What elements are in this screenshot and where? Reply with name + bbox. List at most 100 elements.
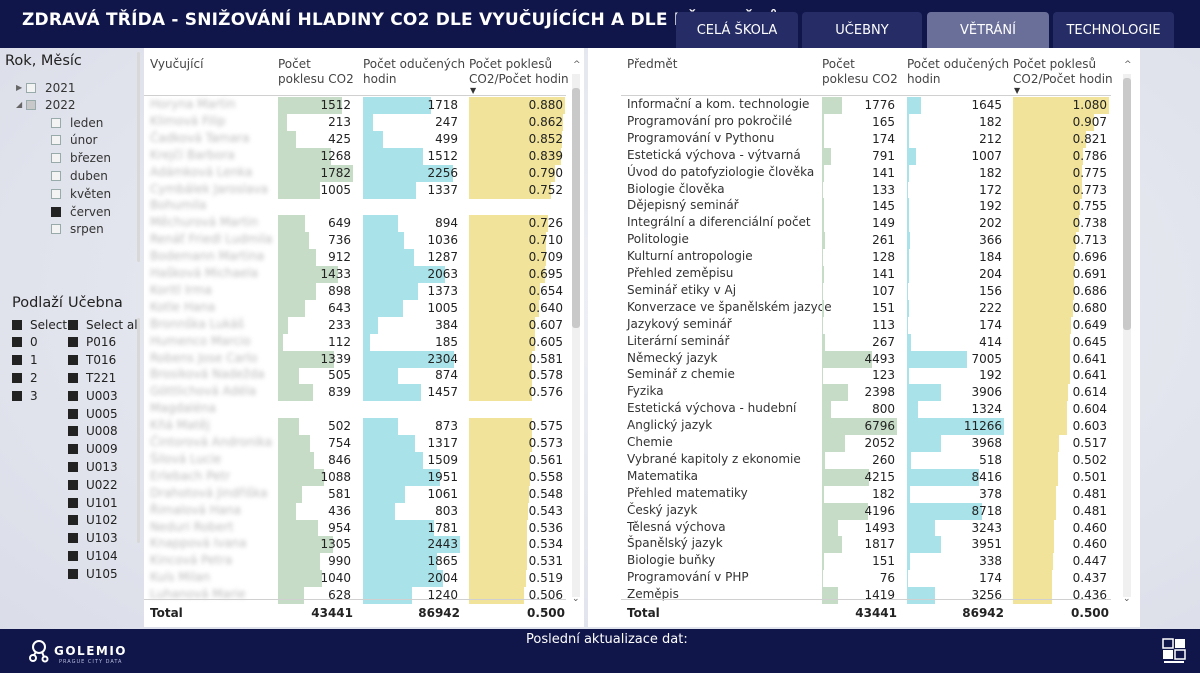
col-header-hours[interactable]: Počet odučených hodin <box>363 57 466 86</box>
floor-item[interactable]: 1 <box>12 352 38 369</box>
table-row[interactable]: Biologie člověka 133 172 0.773 <box>588 181 1107 199</box>
room-item[interactable]: P016 <box>68 334 116 351</box>
floor-checkbox[interactable] <box>12 390 22 401</box>
floor-checkbox[interactable] <box>12 337 22 348</box>
table-row[interactable]: Bodemann Martina 912 1287 0.709 <box>144 249 569 267</box>
table-row[interactable]: Koritl Irma 898 1373 0.654 <box>144 282 569 300</box>
table-row[interactable]: Zeměpis 1419 3256 0.436 <box>588 587 1107 605</box>
table-row[interactable]: Renáť Friedl Ludmila 736 1036 0.710 <box>144 232 569 250</box>
table-row[interactable]: Literární seminář 267 414 0.645 <box>588 333 1107 351</box>
table-row[interactable]: Fyzika 2398 3906 0.614 <box>588 384 1107 402</box>
room-checkbox[interactable] <box>68 515 78 526</box>
scroll-up-icon[interactable]: ^ <box>573 60 581 70</box>
month-item[interactable]: březen <box>51 150 111 167</box>
room-checkbox[interactable] <box>68 408 78 419</box>
table-row[interactable]: Programování v Pythonu 174 212 0.821 <box>588 130 1107 148</box>
table-row[interactable]: Bohumila <box>144 198 569 215</box>
floor-item[interactable]: 3 <box>12 387 38 404</box>
table-row[interactable]: Brosiková Nadežda 505 874 0.578 <box>144 367 569 385</box>
room-item[interactable]: U022 <box>68 476 118 493</box>
tab-technologie[interactable]: TECHNOLOGIE <box>1053 12 1174 48</box>
table-row[interactable]: Jazykový seminář 113 174 0.649 <box>588 316 1107 334</box>
month-checkbox[interactable] <box>51 117 61 128</box>
room-slicer-scrollbar[interactable] <box>137 318 140 543</box>
month-checkbox[interactable] <box>51 153 61 164</box>
col-header-teacher[interactable]: Vyučující <box>150 57 204 71</box>
month-checkbox[interactable] <box>51 224 61 235</box>
room-checkbox[interactable] <box>68 390 78 401</box>
table-row[interactable]: Měchurová Martin 649 894 0.726 <box>144 215 569 233</box>
month-checkbox[interactable] <box>51 206 61 217</box>
table-row[interactable]: Programování pro pokročilé 165 182 0.907 <box>588 113 1107 131</box>
table-row[interactable]: Kuís Milan 1040 2004 0.519 <box>144 570 569 588</box>
room-item[interactable]: T016 <box>68 352 116 369</box>
table-row[interactable]: Knappová Ivana 1305 2443 0.534 <box>144 536 569 554</box>
table-row[interactable]: Úvod do patofyziologie člověka 141 182 0.77… <box>588 164 1107 182</box>
table-row[interactable]: Klimová Filip 213 247 0.862 <box>144 113 569 131</box>
room-item[interactable]: U101 <box>68 494 118 511</box>
room-checkbox[interactable] <box>68 337 78 348</box>
table-row[interactable]: Estetická výchova - výtvarná 791 1007 0.786 <box>588 147 1107 165</box>
table-row[interactable]: Český jazyk 4196 8718 0.481 <box>588 502 1107 520</box>
month-checkbox[interactable] <box>51 188 61 199</box>
room-item[interactable]: T221 <box>68 369 116 386</box>
table-row[interactable]: Seminář etiky v Aj 107 156 0.686 <box>588 282 1107 300</box>
room-item[interactable]: U102 <box>68 512 118 529</box>
floor-item[interactable]: 2 <box>12 369 38 386</box>
room-item[interactable]: U103 <box>68 530 118 547</box>
room-checkbox[interactable] <box>68 533 78 544</box>
room-checkbox[interactable] <box>68 461 78 472</box>
tab-ucebny[interactable]: UČEBNY <box>802 12 922 48</box>
table-row[interactable]: Luhanová Marie 628 1240 0.506 <box>144 587 569 605</box>
collapse-icon[interactable]: ◢ <box>16 100 23 109</box>
table-row[interactable]: Göttlichová Adéla 839 1457 0.576 <box>144 384 569 402</box>
floor-item[interactable]: 0 <box>12 334 38 351</box>
room-checkbox[interactable] <box>68 355 78 366</box>
table-row[interactable]: Dějepisný seminář 145 192 0.755 <box>588 198 1107 216</box>
table-row[interactable]: Seminář z chemie 123 192 0.641 <box>588 367 1107 385</box>
table-row[interactable]: Kňá Matěj 502 873 0.575 <box>144 418 569 436</box>
room-item[interactable]: U105 <box>68 565 118 582</box>
teachers-scrollbar-thumb[interactable] <box>572 88 580 328</box>
room-item[interactable]: Select all <box>68 316 141 333</box>
room-checkbox[interactable] <box>68 479 78 490</box>
table-row[interactable]: Matematika 4215 8416 0.501 <box>588 468 1107 486</box>
room-item[interactable]: U009 <box>68 441 118 458</box>
date-slicer-scrollbar[interactable] <box>137 52 140 262</box>
table-row[interactable]: Neduri Robert 954 1781 0.536 <box>144 519 569 537</box>
floor-checkbox[interactable] <box>12 319 22 330</box>
tab-vetrani[interactable]: VĚTRÁNÍ <box>927 12 1049 48</box>
table-row[interactable]: Politologie 261 366 0.713 <box>588 232 1107 250</box>
table-row[interactable]: Kincová Petra 990 1865 0.531 <box>144 553 569 571</box>
room-item[interactable]: U013 <box>68 458 118 475</box>
table-row[interactable]: Anglický jazyk 6796 11266 0.603 <box>588 418 1107 436</box>
teachers-scrollbar-track[interactable] <box>572 74 580 597</box>
table-row[interactable]: Cymbálek Jaroslava 1005 1337 0.752 <box>144 181 569 199</box>
room-item[interactable]: U005 <box>68 405 118 422</box>
table-row[interactable]: Humenco Marcio 112 185 0.605 <box>144 333 569 351</box>
col-header-hours[interactable]: Počet odučených hodin <box>907 57 1010 86</box>
table-row[interactable]: Krejčí Barbora 1268 1512 0.839 <box>144 147 569 165</box>
room-checkbox[interactable] <box>68 444 78 455</box>
table-row[interactable]: Přehled zeměpisu 141 204 0.691 <box>588 266 1107 283</box>
month-item[interactable]: únor <box>51 132 98 149</box>
scroll-down-icon[interactable]: ⌄ <box>572 594 580 604</box>
room-checkbox[interactable] <box>68 568 78 579</box>
table-row[interactable]: Programování v PHP 76 174 0.437 <box>588 570 1107 588</box>
table-row[interactable]: Tělesná výchova 1493 3243 0.460 <box>588 519 1107 537</box>
month-item[interactable]: srpen <box>51 221 104 238</box>
table-row[interactable]: Magdaléna <box>144 401 569 418</box>
table-row[interactable]: Estetická výchova - hudební 800 1324 0.604 <box>588 401 1107 419</box>
table-row[interactable]: Konverzace ve španělském jazyce 151 222 0.6… <box>588 299 1107 317</box>
table-row[interactable]: Kotle Hana 643 1005 0.640 <box>144 299 569 317</box>
room-checkbox[interactable] <box>68 372 78 383</box>
room-checkbox[interactable] <box>68 426 78 437</box>
table-row[interactable]: Bronnška Lukáš 233 384 0.607 <box>144 316 569 334</box>
room-item[interactable]: U003 <box>68 387 118 404</box>
table-row[interactable]: Kulturní antropologie 128 184 0.696 <box>588 249 1107 267</box>
sort-descending-icon[interactable]: ▼ <box>470 86 477 95</box>
expand-icon[interactable]: ▶ <box>16 83 23 92</box>
year-row-2021[interactable]: ▶ 2021 <box>16 79 76 96</box>
table-row[interactable]: Čintorová Andronika 754 1317 0.573 <box>144 435 569 452</box>
table-row[interactable]: Adámková Lenka 1782 2256 0.790 <box>144 164 569 182</box>
